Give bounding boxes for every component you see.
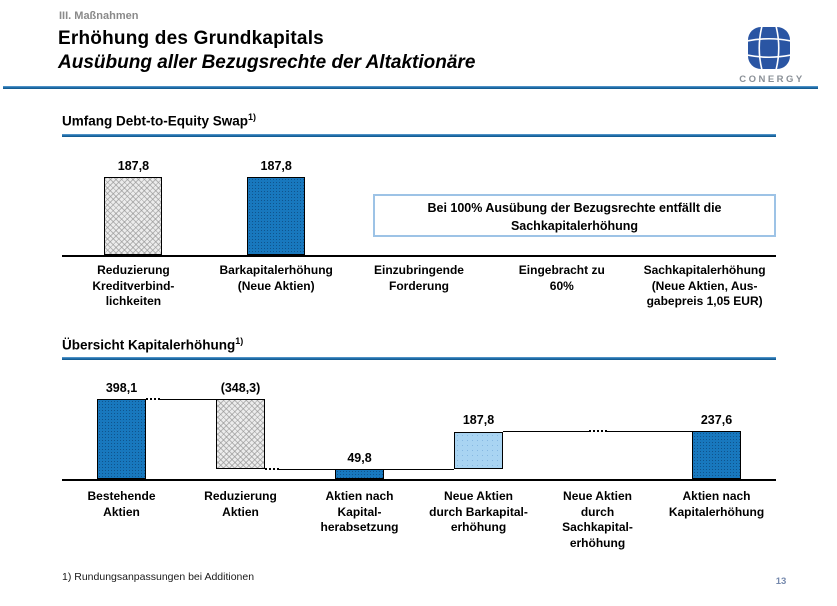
connector-line xyxy=(146,398,160,401)
connector-line xyxy=(503,431,589,433)
bar-value-label: (348,3) xyxy=(220,381,261,396)
chart-2-category-labels: Bestehende Aktien Reduzierung Aktien Aktie… xyxy=(62,489,776,551)
bar-value-label: 398,1 xyxy=(105,381,138,396)
bar-hatch xyxy=(104,177,163,255)
connector-line xyxy=(606,431,692,433)
category-label: Einzubringende Forderung xyxy=(373,263,464,293)
bar-value-label: 237,6 xyxy=(700,413,733,428)
connector-line xyxy=(279,469,335,471)
bar-hatch xyxy=(216,399,265,470)
bar-blue xyxy=(692,431,741,479)
section-2-divider xyxy=(62,357,776,360)
footnote-marker: 1) xyxy=(248,112,257,122)
footnote-marker: 1) xyxy=(235,336,244,346)
section-2-heading: Übersicht Kapitalerhöhung1) xyxy=(62,336,244,353)
category-label: Barkapitalerhöhung (Neue Aktien) xyxy=(219,263,333,293)
page-number: 13 xyxy=(775,576,787,587)
slide-title: Erhöhung des Grundkapitals xyxy=(58,28,324,49)
category-label: Neue Aktien durch Sachkapital- erhöhung xyxy=(562,489,633,550)
category-label: Bestehende Aktien xyxy=(87,489,156,519)
bar-blue xyxy=(335,469,384,479)
slide-subtitle: Ausübung aller Bezugsrechte der Altaktio… xyxy=(58,52,476,73)
section-1-divider xyxy=(62,134,776,137)
connector-line xyxy=(265,468,279,471)
chart-1-category-labels: Reduzierung Kreditverbind- lichkeiten Bar… xyxy=(62,263,776,310)
category-label: Sachkapitalerhöhung (Neue Aktien, Aus- g… xyxy=(643,263,766,308)
conergy-logo-wordmark: CONERGY xyxy=(739,74,805,85)
connector-line xyxy=(384,469,454,471)
callout-box: Bei 100% Ausübung der Bezugsrechte entfä… xyxy=(373,194,776,237)
bar-value-label: 187,8 xyxy=(462,413,495,428)
bar-blue xyxy=(97,399,146,479)
connector-line xyxy=(160,399,216,401)
bar-value-label: 49,8 xyxy=(347,451,372,466)
category-label: Eingebracht zu 60% xyxy=(518,263,605,293)
category-label: Aktien nach Kapitalerhöhung xyxy=(668,489,765,519)
category-label: Reduzierung Aktien xyxy=(204,489,277,519)
category-label: Neue Aktien durch Barkapital- erhöhung xyxy=(429,489,528,534)
bar-value-label: 187,8 xyxy=(260,159,292,174)
header-divider xyxy=(3,86,818,89)
category-label: Reduzierung Kreditverbind- lichkeiten xyxy=(92,263,175,308)
section-eyebrow: III. Maßnahmen xyxy=(59,10,139,22)
bar-blue xyxy=(247,177,306,255)
conergy-globe-logo-icon xyxy=(748,27,790,69)
footnote: 1) Rundungsanpassungen bei Additionen xyxy=(62,571,255,583)
chart-kapitalerhoehung-waterfall: 398,1 (348,3) 49,8 187,8 237,6 xyxy=(62,374,776,481)
section-1-heading: Umfang Debt-to-Equity Swap1) xyxy=(62,112,257,129)
bar-value-label: 187,8 xyxy=(117,159,150,174)
category-label: Aktien nach Kapital- herabsetzung xyxy=(320,489,399,534)
chart-debt-to-equity-swap: Bei 100% Ausübung der Bezugsrechte entfä… xyxy=(62,150,776,257)
connector-line xyxy=(588,430,607,433)
bar-lightblue xyxy=(454,431,503,470)
